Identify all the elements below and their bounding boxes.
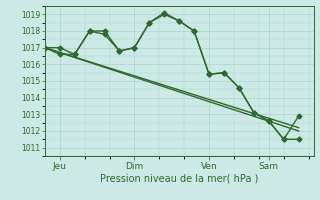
X-axis label: Pression niveau de la mer( hPa ): Pression niveau de la mer( hPa ): [100, 173, 258, 183]
